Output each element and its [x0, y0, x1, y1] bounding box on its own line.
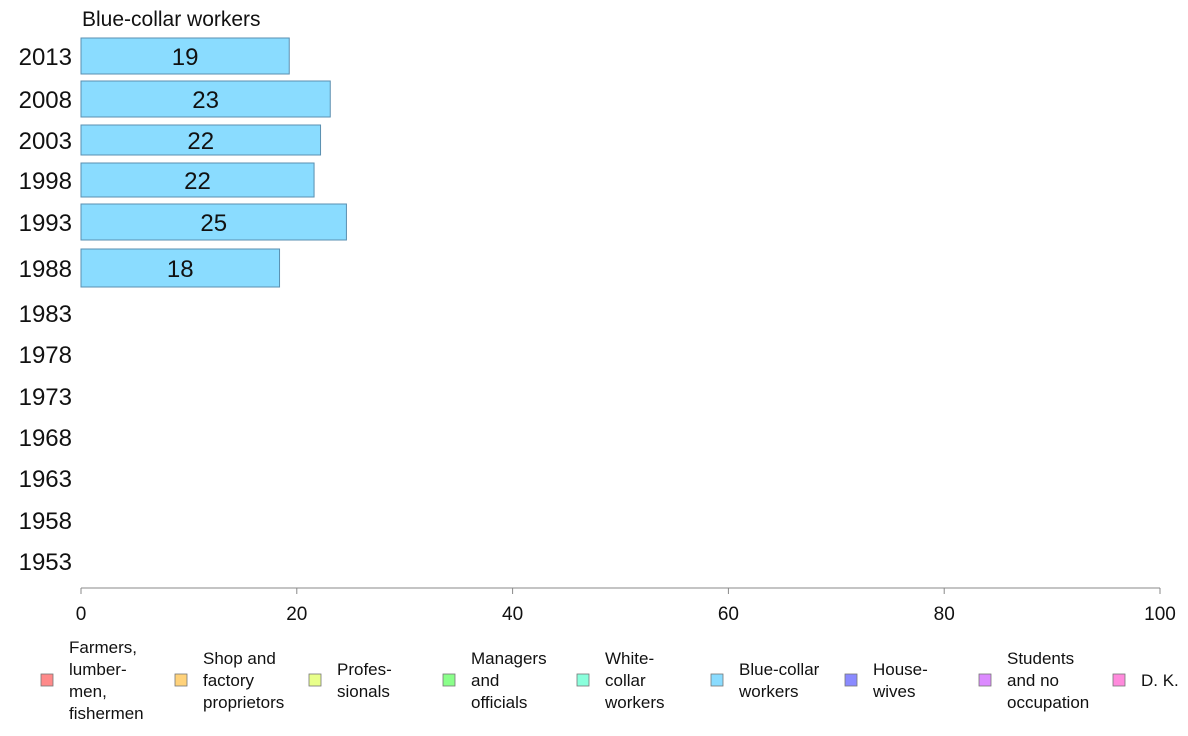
legend-label: collar	[605, 671, 646, 690]
bar-value-1993: 25	[200, 210, 227, 237]
year-label-1958: 1958	[19, 508, 72, 535]
year-label-1973: 1973	[19, 384, 72, 411]
legend-item-1: Shop and factory proprietors	[174, 649, 284, 712]
bar-2008	[80, 80, 331, 118]
legend-label: proprietors	[203, 693, 284, 712]
legend-label: lumber-	[69, 660, 127, 679]
year-label-1968: 1968	[19, 425, 72, 452]
legend-swatch	[40, 673, 54, 687]
x-tick-label-80: 80	[934, 604, 955, 625]
legend-swatch	[844, 673, 858, 687]
legend-label: fishermen	[69, 704, 144, 723]
legend-label: sionals	[337, 682, 390, 701]
legend-label: occupation	[1007, 693, 1089, 712]
bar-1993	[80, 203, 347, 241]
year-label-1983: 1983	[19, 301, 72, 328]
x-tick-label-0: 0	[76, 604, 87, 625]
legend-label: White-	[605, 649, 654, 668]
legend-swatch	[576, 673, 590, 687]
year-label-1963: 1963	[19, 466, 72, 493]
legend-item-2: Profes-sionals	[308, 660, 392, 701]
legend-label: wives	[872, 682, 916, 701]
legend-swatch	[308, 673, 322, 687]
bar-2013	[80, 37, 290, 75]
bar-2003	[80, 124, 322, 156]
legend-label: Shop and	[203, 649, 276, 668]
bar-value-2008: 23	[192, 87, 219, 114]
legend-item-0: Farmers, lumber-men, fishermen	[40, 638, 144, 723]
x-tick-label-20: 20	[286, 604, 307, 625]
bar-value-1998: 22	[184, 168, 211, 195]
bar-value-1988: 18	[167, 256, 194, 283]
x-tick-label-60: 60	[718, 604, 739, 625]
legend-item-6: House-wives	[844, 660, 928, 701]
bar-1988	[80, 248, 281, 288]
year-label-2013: 2013	[19, 44, 72, 71]
legend-label: workers	[738, 682, 799, 701]
legend-label: and	[471, 671, 499, 690]
year-label-2003: 2003	[19, 128, 72, 155]
legend-label: Farmers,	[69, 638, 137, 657]
legend-label: D. K.	[1141, 671, 1179, 690]
legend-label: Students	[1007, 649, 1074, 668]
legend-label: officials	[471, 693, 527, 712]
legend-item-5: Blue-collar workers	[710, 660, 820, 701]
legend-label: men,	[69, 682, 107, 701]
x-tick-label-40: 40	[502, 604, 523, 625]
legend-swatch	[1112, 673, 1126, 687]
bar-value-2003: 22	[187, 128, 214, 155]
x-tick-label-100: 100	[1144, 604, 1176, 625]
legend: Farmers, lumber-men, fishermen Shop and fact…	[40, 638, 1179, 723]
legend-label: Profes-	[337, 660, 392, 679]
legend-label: and no	[1007, 671, 1059, 690]
legend-label: workers	[604, 693, 665, 712]
bar-value-2013: 19	[172, 44, 199, 71]
year-label-1978: 1978	[19, 342, 72, 369]
year-label-1993: 1993	[19, 210, 72, 237]
legend-item-3: Managers and officials	[442, 649, 547, 712]
year-label-2008: 2008	[19, 87, 72, 114]
legend-item-8: D. K.	[1112, 671, 1179, 690]
year-label-1953: 1953	[19, 549, 72, 576]
year-label-1998: 1998	[19, 168, 72, 195]
bar-1998	[80, 162, 315, 198]
legend-swatch	[442, 673, 456, 687]
x-axis: 0 20 40 60 80 100	[76, 587, 1176, 625]
legend-swatch	[710, 673, 724, 687]
legend-label: factory	[203, 671, 255, 690]
legend-item-7: Students and no occupation	[978, 649, 1089, 712]
year-labels-group: 2013 2008 2003 1998 1993 1988 1983 1978 1973 1968…	[19, 44, 72, 576]
year-label-1988: 1988	[19, 256, 72, 283]
chart-title: Blue-collar workers	[82, 8, 261, 31]
legend-label: Blue-collar	[739, 660, 820, 679]
legend-label: House-	[873, 660, 928, 679]
legend-label: Managers	[471, 649, 547, 668]
legend-swatch	[174, 673, 188, 687]
legend-swatch	[978, 673, 992, 687]
legend-item-4: White-collar workers	[576, 649, 665, 712]
